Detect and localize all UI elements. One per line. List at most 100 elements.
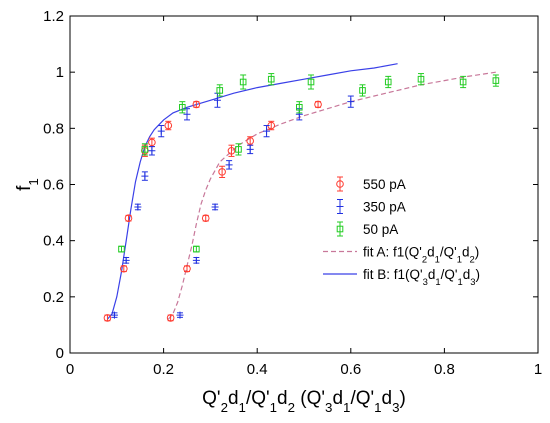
point-marker: [192, 100, 201, 109]
data-point: [193, 245, 200, 253]
data-point: [166, 314, 175, 322]
point-marker: [492, 77, 500, 84]
data-point: [225, 160, 233, 170]
x-tick-label: 0.4: [247, 361, 268, 378]
data-point: [141, 171, 149, 181]
data-point: [118, 245, 125, 253]
point-marker: [307, 78, 315, 86]
point-marker: [263, 127, 271, 135]
legend-marker: [336, 203, 344, 210]
legend-label: fit A: f1(Q'2d1/Q'1d2): [363, 245, 479, 266]
data-point: [103, 314, 112, 322]
data-point: [192, 100, 201, 109]
point-marker: [246, 137, 254, 145]
series-350-pa: [110, 92, 355, 319]
data-point: [492, 74, 500, 87]
point-marker: [183, 110, 191, 118]
legend-item-350-pa: 350 pA: [336, 199, 406, 215]
y-tick-label: 1.2: [43, 8, 64, 25]
data-point: [157, 125, 165, 138]
data-point: [183, 108, 191, 121]
point-marker: [225, 161, 233, 169]
point-marker: [120, 264, 128, 273]
point-marker: [239, 78, 247, 86]
point-marker: [166, 314, 175, 322]
y-axis-label: f1: [14, 178, 41, 191]
data-point: [459, 75, 467, 89]
data-point: [201, 214, 210, 222]
legend-label: fit B: f1(Q'3d1/Q'1d3): [363, 267, 480, 288]
x-tick-label: 0.6: [340, 361, 361, 378]
data-point: [124, 214, 133, 222]
legend: 550 pA 350 pA 50 pA fit A: f1(Q'2d1/Q'1d2)f…: [323, 176, 480, 288]
data-point: [246, 136, 254, 146]
y-tick-label: 0.2: [43, 289, 64, 306]
data-point: [110, 311, 118, 319]
point-marker: [122, 256, 130, 264]
point-marker: [193, 245, 200, 253]
x-tick-label: 0: [66, 361, 74, 378]
point-marker: [110, 311, 118, 319]
point-marker: [148, 138, 156, 147]
data-point: [148, 146, 156, 156]
legend-item-50-pa: 50 pA: [336, 221, 398, 237]
data-point: [347, 95, 355, 108]
legend-label: 350 pA: [363, 200, 406, 215]
legend-item-fit-a: fit A: f1(Q'2d1/Q'1d2): [323, 245, 479, 266]
point-marker: [141, 146, 149, 153]
point-marker: [267, 75, 275, 83]
point-marker: [183, 264, 191, 273]
data-point: [148, 137, 156, 148]
data-point: [176, 311, 184, 319]
plot-frame: [69, 15, 539, 354]
data-point: [183, 264, 191, 273]
point-marker: [459, 78, 467, 86]
point-marker: [384, 78, 392, 86]
point-marker: [347, 98, 355, 106]
point-marker: [296, 103, 303, 111]
legend-label: 50 pA: [363, 222, 398, 237]
data-point: [122, 256, 130, 264]
legend-label: 550 pA: [363, 177, 406, 192]
y-axis-label-group: f1: [14, 178, 41, 191]
axes: 0 0.2 0.4 0.6 0.8 1 0 0.2 0.4 0.6 0.8 1 1.2 Q'2d1/Q'1…: [14, 8, 542, 415]
series-550-pa: [103, 100, 322, 322]
point-marker: [417, 75, 425, 83]
series-50-pa: [118, 73, 500, 253]
data-point: [218, 165, 226, 178]
data-point: [216, 84, 224, 97]
data-point: [211, 203, 219, 211]
legend-marker: [336, 180, 344, 188]
y-tick-label: 1: [56, 64, 64, 81]
data-point: [384, 75, 392, 89]
point-marker: [359, 87, 366, 94]
point-marker: [176, 311, 184, 319]
fit-curve-a: [167, 71, 496, 320]
point-marker: [235, 146, 242, 153]
x-tick-label: 1: [534, 361, 542, 378]
point-marker: [227, 147, 236, 155]
x-tick-label: 0.8: [434, 361, 455, 378]
point-marker: [124, 214, 133, 222]
y-tick-label: 0.8: [43, 120, 64, 137]
point-marker: [141, 172, 149, 180]
data-point: [263, 125, 271, 138]
point-marker: [148, 147, 156, 155]
data-point: [179, 101, 186, 114]
y-tick-label: 0.4: [43, 233, 64, 250]
data-point: [164, 120, 173, 131]
data-point: [120, 264, 128, 273]
data-point: [134, 203, 142, 211]
data-point: [267, 73, 275, 86]
point-marker: [216, 87, 224, 94]
point-marker: [218, 168, 226, 176]
x-axis-label: Q'2d1/Q'1d2 (Q'3d1/Q'1d3): [202, 388, 406, 415]
point-marker: [211, 203, 219, 211]
point-marker: [246, 145, 254, 153]
data-point: [246, 144, 254, 155]
data-point: [307, 74, 315, 90]
point-marker: [179, 103, 186, 111]
point-marker: [213, 96, 221, 104]
point-marker: [157, 127, 165, 135]
